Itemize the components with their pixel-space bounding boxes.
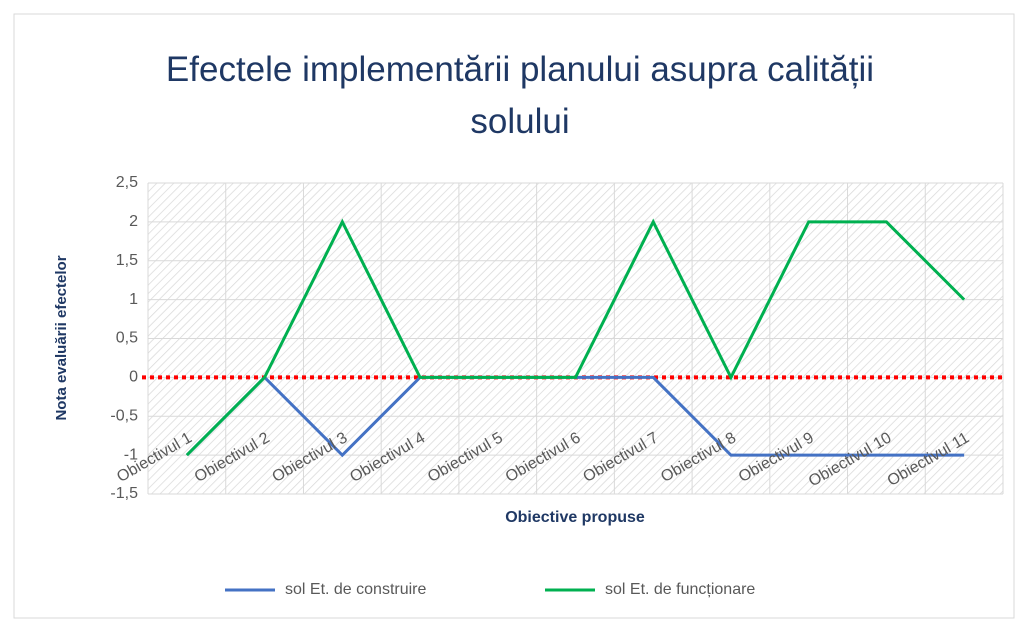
legend-label: sol Et. de construire <box>285 581 427 598</box>
y-tick-label: 1 <box>129 291 138 308</box>
y-tick-label: 1,5 <box>116 252 138 269</box>
y-tick-label: -0,5 <box>110 407 138 424</box>
chart-border <box>13 13 1015 619</box>
x-axis-label: Obiective propuse <box>505 509 645 526</box>
y-tick-label: 0 <box>129 369 138 386</box>
legend-label: sol Et. de funcționare <box>605 581 755 598</box>
y-tick-label: -1 <box>124 446 138 463</box>
chart-title: Efectele implementării planului asupra c… <box>165 50 875 141</box>
y-tick-label: 2,5 <box>116 174 138 191</box>
y-tick-label: -1,5 <box>110 485 138 502</box>
y-axis-label: Nota evaluării efectelor <box>53 255 70 420</box>
y-tick-label: 2 <box>129 213 138 230</box>
y-tick-label: 0,5 <box>116 330 138 347</box>
series-line <box>185 218 966 457</box>
